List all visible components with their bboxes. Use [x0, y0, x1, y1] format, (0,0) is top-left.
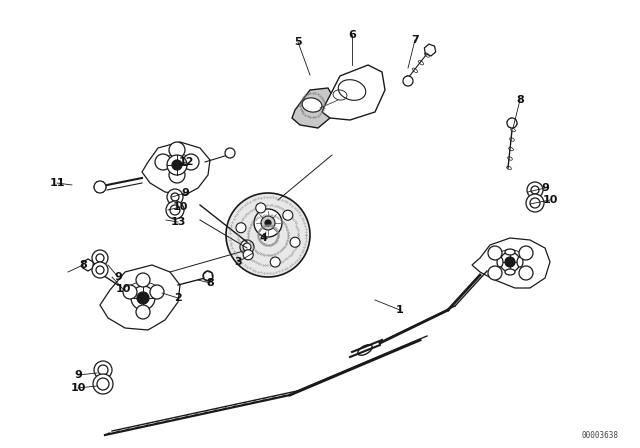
- Circle shape: [166, 201, 184, 219]
- Circle shape: [94, 181, 106, 193]
- Text: 12: 12: [179, 157, 194, 167]
- Circle shape: [500, 252, 520, 272]
- Ellipse shape: [338, 80, 366, 100]
- Circle shape: [270, 257, 280, 267]
- Circle shape: [96, 254, 104, 262]
- Text: 10: 10: [542, 195, 557, 205]
- Circle shape: [183, 154, 199, 170]
- Text: 9: 9: [541, 183, 549, 193]
- Circle shape: [123, 285, 137, 299]
- Text: 5: 5: [294, 37, 302, 47]
- Circle shape: [136, 305, 150, 319]
- Circle shape: [203, 271, 213, 281]
- Circle shape: [92, 262, 108, 278]
- Ellipse shape: [517, 257, 523, 267]
- Ellipse shape: [505, 269, 515, 275]
- Polygon shape: [292, 88, 335, 128]
- Circle shape: [488, 266, 502, 280]
- Polygon shape: [83, 259, 93, 271]
- Circle shape: [236, 223, 246, 233]
- Circle shape: [261, 216, 275, 230]
- Circle shape: [93, 374, 113, 394]
- Circle shape: [169, 167, 185, 183]
- Circle shape: [254, 209, 282, 237]
- Circle shape: [171, 193, 179, 201]
- Text: 6: 6: [348, 30, 356, 40]
- Circle shape: [225, 148, 235, 158]
- Polygon shape: [322, 65, 385, 120]
- Circle shape: [265, 220, 271, 226]
- Circle shape: [137, 292, 149, 304]
- Circle shape: [226, 193, 310, 277]
- Text: 8: 8: [79, 260, 87, 270]
- Circle shape: [526, 194, 544, 212]
- Text: 13: 13: [170, 217, 186, 227]
- Text: 00003638: 00003638: [582, 431, 618, 439]
- Polygon shape: [142, 142, 210, 195]
- Polygon shape: [204, 271, 212, 281]
- Polygon shape: [424, 44, 436, 56]
- Ellipse shape: [302, 98, 322, 112]
- Text: 8: 8: [516, 95, 524, 105]
- Text: 10: 10: [70, 383, 86, 393]
- Circle shape: [519, 246, 533, 260]
- Circle shape: [94, 361, 112, 379]
- Circle shape: [243, 250, 253, 260]
- Circle shape: [136, 273, 150, 287]
- Text: 4: 4: [259, 233, 267, 243]
- Circle shape: [240, 240, 254, 254]
- Circle shape: [96, 266, 104, 274]
- Circle shape: [505, 257, 515, 267]
- Text: 10: 10: [115, 284, 131, 294]
- Text: 9: 9: [74, 370, 82, 380]
- Circle shape: [256, 203, 266, 213]
- Circle shape: [172, 160, 182, 170]
- Circle shape: [131, 286, 155, 310]
- Circle shape: [98, 365, 108, 375]
- Polygon shape: [100, 265, 180, 330]
- Polygon shape: [472, 238, 550, 288]
- Ellipse shape: [505, 249, 515, 255]
- Text: 1: 1: [396, 305, 404, 315]
- Text: 8: 8: [206, 278, 214, 288]
- Circle shape: [169, 142, 185, 158]
- Text: 9: 9: [181, 188, 189, 198]
- Circle shape: [167, 189, 183, 205]
- Circle shape: [97, 378, 109, 390]
- Circle shape: [403, 76, 413, 86]
- Ellipse shape: [497, 257, 503, 267]
- Circle shape: [170, 205, 180, 215]
- Circle shape: [283, 210, 292, 220]
- Text: 7: 7: [411, 35, 419, 45]
- Text: 11: 11: [49, 178, 65, 188]
- Circle shape: [155, 154, 171, 170]
- Circle shape: [167, 155, 187, 175]
- Text: 9: 9: [114, 272, 122, 282]
- Circle shape: [243, 243, 251, 251]
- Circle shape: [507, 118, 517, 128]
- Circle shape: [519, 266, 533, 280]
- Polygon shape: [94, 182, 106, 192]
- Polygon shape: [507, 118, 517, 128]
- Text: 10: 10: [172, 202, 188, 212]
- Text: 2: 2: [174, 293, 182, 303]
- Circle shape: [92, 250, 108, 266]
- Circle shape: [527, 182, 543, 198]
- Text: 3: 3: [234, 257, 242, 267]
- Circle shape: [530, 198, 540, 208]
- Circle shape: [531, 186, 539, 194]
- Circle shape: [150, 285, 164, 299]
- Circle shape: [290, 237, 300, 247]
- Circle shape: [488, 246, 502, 260]
